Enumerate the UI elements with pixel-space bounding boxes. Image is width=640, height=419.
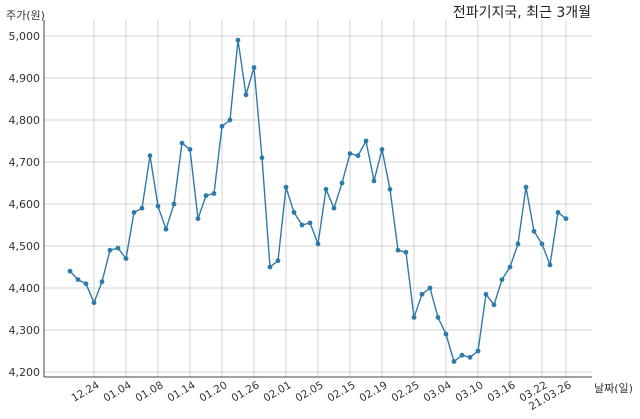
data-point: [179, 140, 185, 146]
data-point: [443, 331, 449, 337]
x-tick-label: 02.25: [389, 379, 421, 404]
data-point: [291, 210, 297, 215]
x-tick-label: 01.04: [101, 379, 133, 405]
data-point: [435, 315, 441, 320]
data-point: [379, 147, 385, 152]
data-point: [203, 193, 209, 199]
data-point: [75, 277, 81, 282]
data-point: [339, 180, 345, 186]
y-tick-label: 4,400: [9, 282, 41, 295]
data-point: [491, 302, 497, 308]
data-point: [67, 268, 73, 274]
axes: [43, 20, 592, 378]
y-tick-label: 4,500: [9, 240, 41, 253]
y-tick-label: 4,800: [9, 114, 41, 127]
x-tick-label: 02.01: [261, 379, 293, 404]
data-point: [555, 210, 561, 215]
data-point: [235, 37, 241, 43]
data-point: [243, 92, 249, 98]
data-point: [251, 65, 257, 70]
grid-lines: [44, 20, 592, 377]
data-point: [475, 348, 481, 354]
series-group: [67, 37, 569, 364]
data-point: [483, 291, 489, 297]
y-tick-label: 4,900: [9, 72, 41, 85]
data-point: [299, 222, 305, 228]
data-point: [211, 191, 217, 196]
x-tick-label: 02.19: [357, 379, 389, 404]
data-point: [387, 186, 393, 192]
data-point: [539, 241, 545, 247]
data-point: [515, 241, 521, 247]
x-tick-label: 01.08: [133, 379, 165, 404]
data-point: [171, 201, 177, 207]
data-point: [275, 258, 281, 264]
x-axis-label: 날짜(일): [594, 382, 633, 395]
x-tick-labels: 12.24 01.04 01.08 01.14 01.20 01.26 02.01 02.05…: [69, 379, 573, 413]
data-point: [163, 226, 169, 232]
data-point: [427, 285, 433, 291]
data-point: [315, 241, 321, 247]
data-point: [107, 247, 113, 253]
data-point: [283, 184, 289, 190]
y-tick-labels: 4,200 4,300 4,400 4,500 4,600 4,700 4,800 4,900…: [9, 30, 41, 379]
data-point: [331, 205, 337, 211]
data-point: [419, 291, 425, 297]
x-tick-label: 02.05: [293, 379, 325, 404]
data-point: [227, 117, 233, 123]
x-tick-label: 01.26: [229, 379, 261, 405]
y-tick-label: 4,200: [9, 366, 41, 379]
data-point: [499, 277, 505, 282]
x-tick-label: 02.15: [325, 379, 357, 404]
data-point: [131, 210, 137, 215]
x-tick-label: 03.16: [485, 379, 517, 405]
data-point: [403, 249, 409, 255]
data-point: [307, 220, 313, 226]
data-point: [123, 256, 129, 261]
data-point: [259, 155, 265, 161]
y-tick-label: 5,000: [9, 30, 41, 43]
data-point: [147, 153, 153, 159]
data-point: [395, 247, 401, 253]
data-point: [563, 216, 569, 222]
data-point: [355, 153, 361, 159]
data-point: [451, 359, 457, 364]
chart-title: 전파기지국, 최근 3개월: [452, 5, 591, 21]
data-point: [91, 300, 97, 306]
data-point: [363, 138, 369, 144]
data-point: [547, 262, 553, 268]
y-axis-label: 주가(원): [6, 9, 45, 22]
x-tick-label: 01.14: [165, 379, 197, 405]
data-point: [155, 203, 161, 209]
data-point: [99, 279, 105, 285]
x-tick-label: 01.20: [197, 379, 229, 404]
data-point: [467, 354, 473, 360]
data-point: [195, 216, 201, 222]
data-point: [371, 178, 377, 184]
data-point: [83, 281, 89, 287]
data-point: [139, 205, 145, 211]
x-tick-label: 03.10: [453, 379, 485, 404]
x-tick-label: 03.04: [421, 379, 453, 405]
data-point: [187, 147, 193, 152]
x-tick-label: 12.24: [69, 379, 101, 405]
data-point: [115, 245, 121, 251]
data-point: [267, 264, 273, 270]
data-point: [459, 352, 465, 358]
y-tick-label: 4,300: [9, 324, 41, 337]
data-point: [219, 123, 225, 129]
data-point: [531, 228, 537, 234]
data-point: [411, 315, 417, 320]
data-point: [507, 264, 513, 270]
y-tick-label: 4,600: [9, 198, 41, 211]
data-point: [347, 151, 353, 157]
data-point: [323, 186, 329, 192]
y-tick-label: 4,700: [9, 156, 41, 169]
data-point: [523, 184, 529, 190]
